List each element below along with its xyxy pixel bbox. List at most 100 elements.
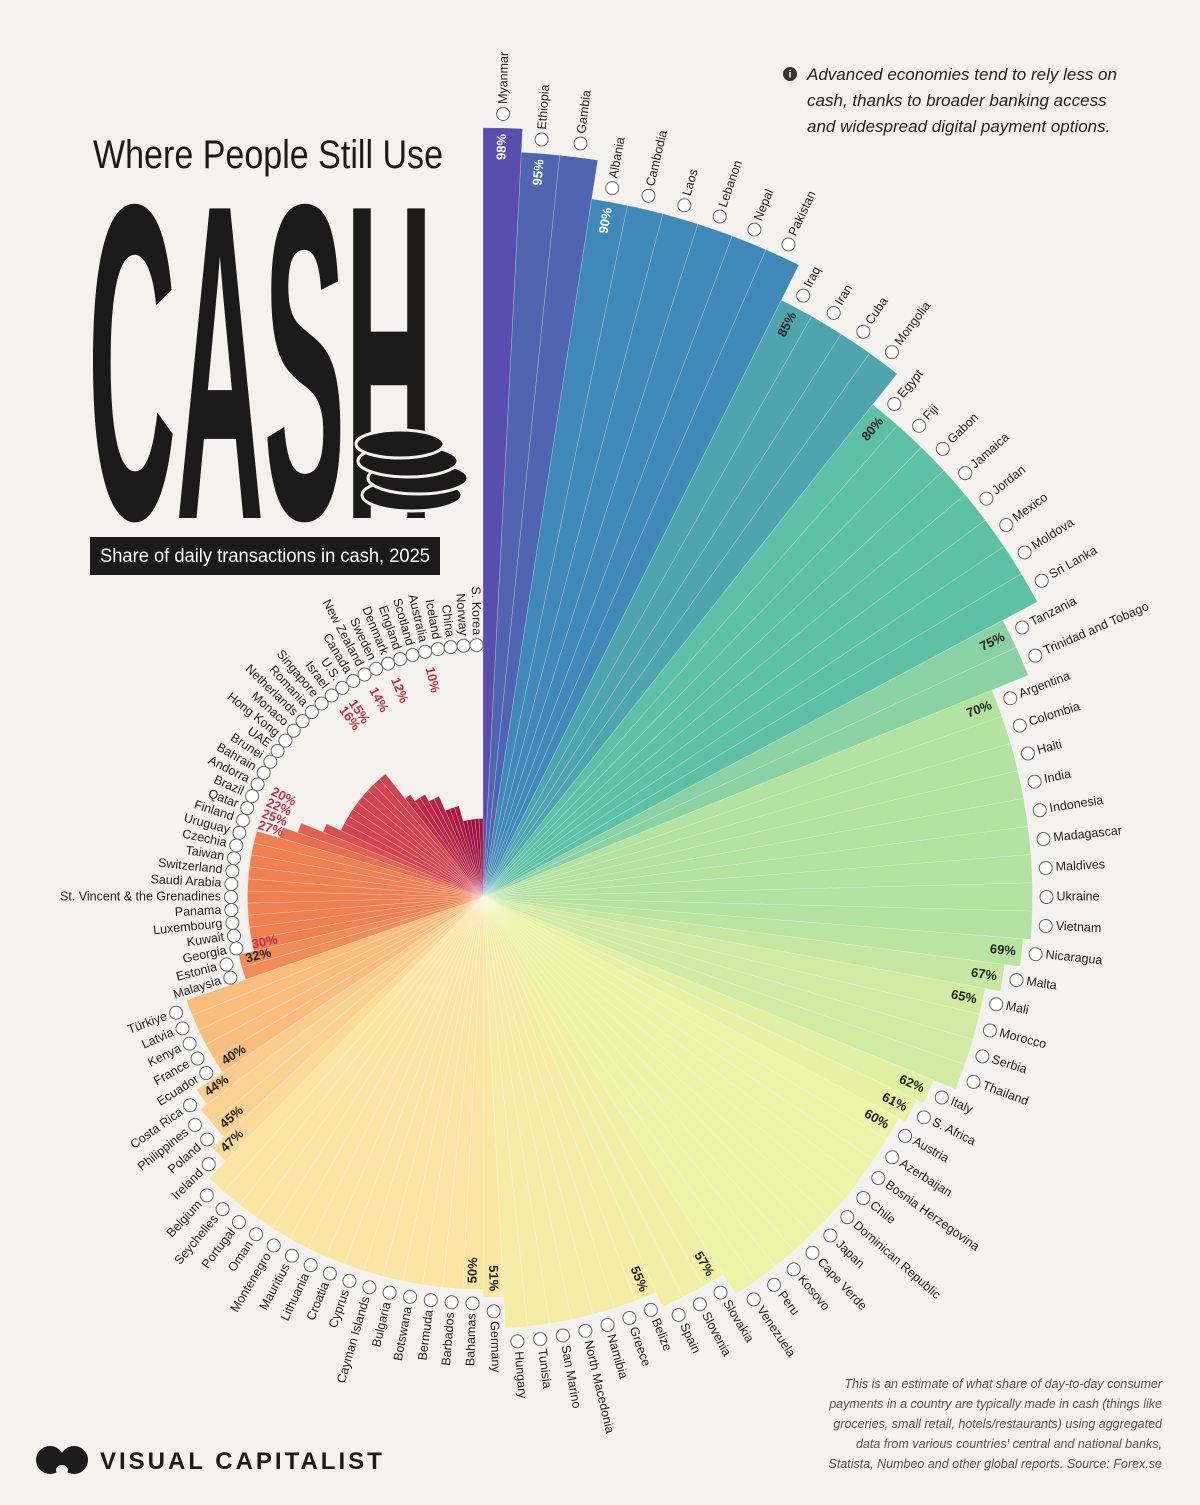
wedge	[241, 896, 484, 980]
wedge	[482, 896, 1033, 940]
wedge	[482, 896, 704, 1298]
footnote-line: Statista, Numbeo and other global report…	[828, 1457, 1162, 1471]
country-label: Germany	[488, 1321, 503, 1373]
flag	[199, 1188, 214, 1203]
wedge	[482, 689, 1003, 898]
flag	[405, 648, 420, 663]
flag	[982, 1023, 997, 1038]
wedge	[482, 151, 561, 898]
country-label: Ukraine	[1057, 889, 1100, 903]
wedge	[419, 794, 484, 898]
flag	[393, 651, 408, 666]
wedge	[208, 896, 484, 1193]
country-label: Panama	[174, 903, 221, 919]
wedge	[482, 743, 1019, 898]
flag	[1009, 973, 1024, 988]
wedge	[482, 896, 757, 1295]
flag	[999, 518, 1014, 533]
wedge	[482, 154, 599, 898]
flag	[871, 1171, 886, 1186]
flag	[898, 1128, 913, 1143]
flag	[1027, 774, 1042, 789]
flag	[958, 466, 973, 481]
flag	[188, 1117, 203, 1132]
wedge	[482, 235, 767, 898]
flag	[456, 638, 471, 653]
wedge	[402, 896, 484, 1286]
wedge	[482, 469, 966, 898]
chart-title: Where People Still Use	[93, 133, 443, 177]
flag	[444, 1295, 459, 1310]
wedge	[414, 797, 484, 898]
wedge	[482, 896, 813, 1252]
flag	[304, 705, 319, 720]
flag	[224, 902, 239, 917]
coins-icon	[354, 428, 470, 513]
wedge	[322, 823, 484, 898]
flag	[979, 491, 994, 506]
flag	[1038, 860, 1053, 875]
flag	[227, 928, 241, 943]
wedge	[325, 896, 484, 1265]
value-label: 32%	[244, 944, 273, 965]
subtitle-box	[90, 537, 440, 575]
country-label: Kuwait	[186, 930, 226, 950]
country-label: Maldives	[1055, 857, 1105, 874]
wedge	[247, 890, 484, 904]
flag	[263, 754, 278, 769]
value-label: 69%	[989, 941, 1017, 959]
flag	[430, 642, 445, 657]
flag	[335, 680, 350, 695]
flag	[935, 441, 950, 456]
country-label: Bermuda	[415, 1309, 435, 1361]
flag	[641, 188, 656, 203]
flag	[510, 1334, 525, 1349]
flag	[224, 890, 238, 904]
wedge	[482, 896, 550, 1327]
flag	[712, 209, 727, 224]
wedge	[482, 205, 664, 898]
flag	[199, 1066, 214, 1081]
flag	[1039, 890, 1054, 904]
country-label: Haiti	[1036, 737, 1064, 757]
wedge	[482, 896, 657, 1302]
wedge	[482, 352, 898, 898]
flag	[169, 1005, 184, 1020]
wedge	[442, 896, 484, 1290]
value-label: 30%	[250, 931, 279, 951]
flag	[219, 957, 234, 972]
flag	[249, 1227, 264, 1242]
country-label: Taiwan	[185, 843, 226, 863]
wedge	[289, 896, 484, 1249]
flag	[381, 656, 396, 671]
country-label: Barbados	[439, 1312, 457, 1366]
subtitle: Share of daily transactions in cash, 202…	[100, 546, 430, 567]
flag	[443, 640, 458, 655]
value-label: 98%	[493, 133, 509, 160]
wedge	[482, 896, 900, 1140]
flag	[767, 1277, 782, 1292]
wedge	[482, 770, 1024, 898]
wedge	[482, 896, 615, 1315]
country-label: Tunisia	[535, 1348, 554, 1389]
wedge	[198, 896, 484, 1045]
wedge	[444, 808, 484, 898]
footnote: This is an estimate of what share of day…	[828, 1377, 1163, 1471]
wedge	[453, 805, 484, 898]
flag	[382, 1285, 397, 1300]
wedge	[482, 896, 974, 1066]
flag	[746, 1292, 761, 1307]
wedge	[482, 896, 684, 1308]
svg-text:i: i	[789, 70, 792, 81]
country-label: Gambia	[574, 89, 594, 134]
wedge	[347, 808, 484, 898]
wedge	[186, 896, 484, 1016]
wedge	[482, 854, 1033, 898]
flag	[1036, 832, 1051, 847]
flag	[418, 644, 433, 659]
country-label: Switzerland	[157, 856, 223, 877]
country-label: Bahamas	[463, 1313, 478, 1366]
wedge	[191, 896, 484, 1031]
flag	[201, 1157, 216, 1172]
